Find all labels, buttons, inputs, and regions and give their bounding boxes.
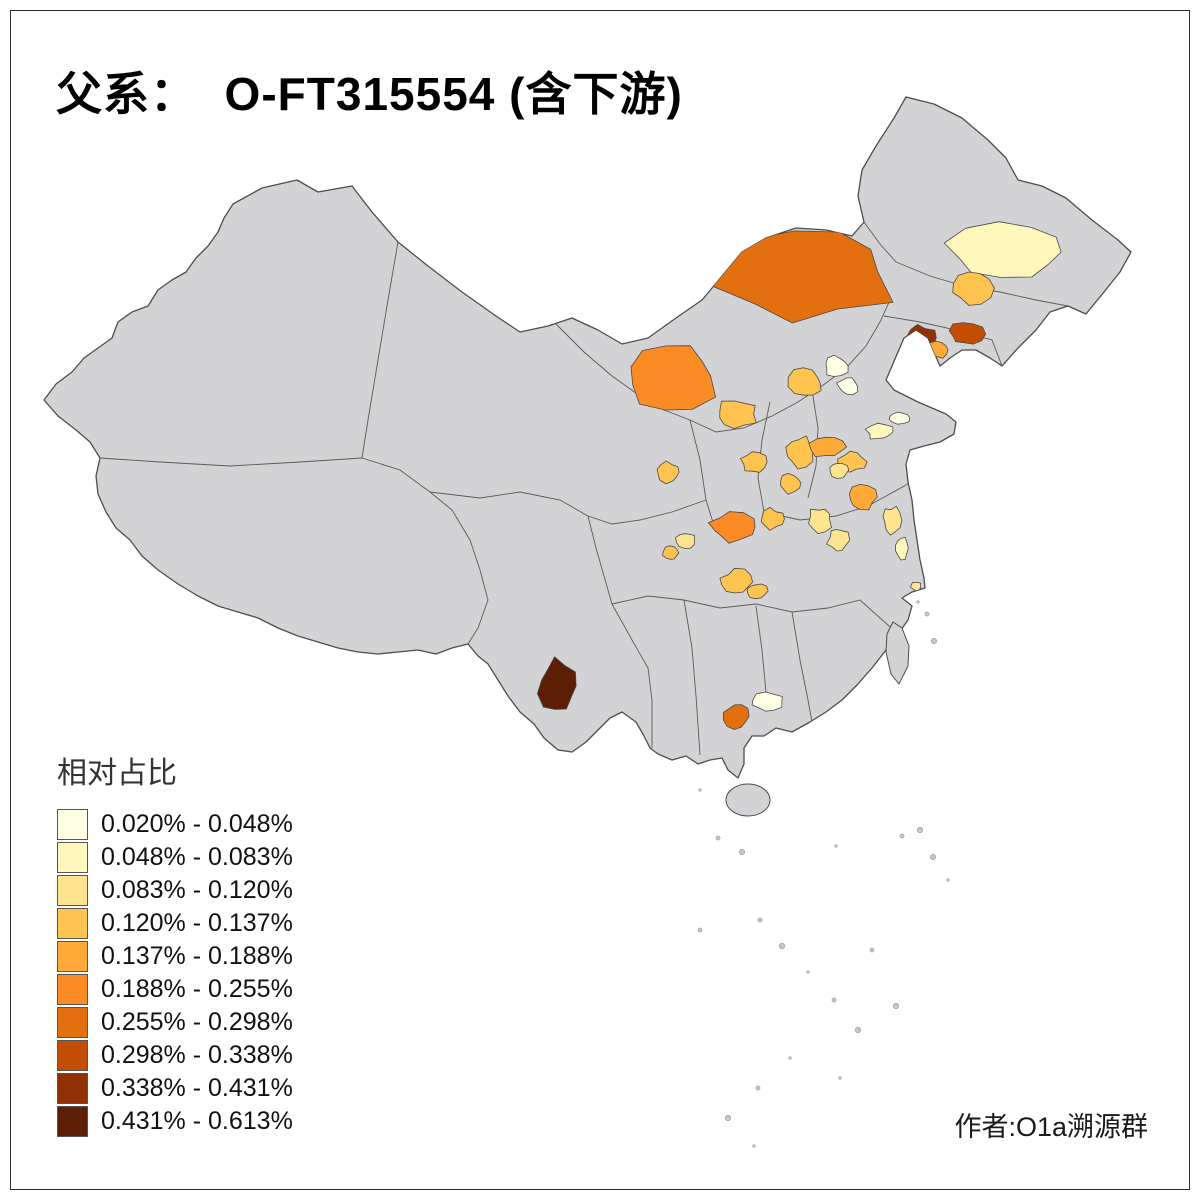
island-speck	[946, 878, 950, 882]
map-title: 父系： O-FT315554 (含下游)	[56, 68, 683, 120]
map-region	[746, 583, 769, 600]
legend-color-swatch	[57, 842, 88, 873]
map-region	[889, 411, 911, 425]
island-speck	[869, 947, 875, 953]
island-speck	[854, 1026, 862, 1034]
legend-range-label: 0.298% - 0.338%	[101, 1041, 293, 1069]
legend-title: 相对占比	[57, 757, 177, 790]
legend-color-swatch	[57, 1106, 88, 1137]
legend-color-swatch	[57, 875, 88, 906]
map-region	[722, 704, 750, 730]
map-region	[836, 377, 859, 396]
map-region	[882, 505, 903, 536]
island-speck	[916, 600, 920, 604]
legend-row: 0.298% - 0.338%	[57, 1039, 293, 1072]
mainland	[43, 96, 1132, 779]
legend-color-swatch	[57, 1073, 88, 1104]
island-speck	[724, 1114, 732, 1122]
legend-rows: 0.020% - 0.048% 0.048% - 0.083% 0.083% - 0…	[57, 808, 293, 1138]
map-region	[719, 567, 753, 594]
island-speck	[838, 1076, 842, 1080]
island-speck	[788, 1056, 792, 1060]
legend-row: 0.120% - 0.137%	[57, 907, 293, 940]
legend-range-label: 0.048% - 0.083%	[101, 843, 293, 871]
legend: 相对占比 0.020% - 0.048% 0.048% - 0.083% 0.083…	[57, 748, 293, 1138]
map-region	[751, 691, 783, 712]
island-speck	[929, 853, 937, 861]
legend-color-swatch	[57, 908, 88, 939]
map-region	[662, 545, 680, 560]
map-region	[808, 436, 847, 457]
legend-range-label: 0.338% - 0.431%	[101, 1074, 293, 1102]
legend-row: 0.255% - 0.298%	[57, 1006, 293, 1039]
map-region	[825, 354, 849, 377]
map-region	[707, 511, 756, 544]
legend-range-label: 0.255% - 0.298%	[101, 1008, 293, 1036]
legend-color-swatch	[57, 809, 88, 840]
island-speck	[899, 833, 905, 839]
island-speck	[831, 997, 837, 1003]
map-region	[895, 536, 909, 561]
island-speck	[778, 942, 786, 950]
legend-range-label: 0.083% - 0.120%	[101, 876, 293, 904]
map-region	[656, 460, 680, 485]
legend-range-label: 0.020% - 0.048%	[101, 810, 293, 838]
island-speck	[757, 917, 763, 923]
map-region	[849, 484, 878, 511]
island-speck	[752, 1144, 756, 1148]
hainan-island	[725, 783, 771, 817]
map-region	[787, 367, 822, 396]
sea-islands	[697, 600, 950, 1148]
legend-row: 0.137% - 0.188%	[57, 940, 293, 973]
legend-range-label: 0.120% - 0.137%	[101, 909, 293, 937]
legend-row: 0.083% - 0.120%	[57, 874, 293, 907]
island-speck	[715, 835, 721, 841]
map-region	[740, 451, 768, 473]
map-region	[808, 508, 832, 534]
island-speck	[924, 611, 930, 617]
map-region	[630, 345, 716, 411]
legend-color-swatch	[57, 1040, 88, 1071]
map-region	[760, 507, 785, 531]
attribution: 作者:O1a溯源群	[954, 1112, 1148, 1142]
map-region	[948, 322, 986, 345]
legend-row: 0.431% - 0.613%	[57, 1105, 293, 1138]
island-speck	[916, 826, 924, 834]
map-region	[719, 400, 757, 429]
legend-row: 0.048% - 0.083%	[57, 841, 293, 874]
map-region	[943, 221, 1062, 278]
legend-color-swatch	[57, 974, 88, 1005]
island-speck	[697, 927, 703, 933]
legend-color-swatch	[57, 1007, 88, 1038]
map-region	[864, 422, 894, 440]
island-speck	[738, 848, 746, 856]
map-region	[826, 529, 851, 552]
map-region	[537, 656, 577, 710]
island-speck	[834, 844, 838, 848]
legend-row: 0.020% - 0.048%	[57, 808, 293, 841]
island-speck	[930, 637, 938, 645]
map-region	[780, 473, 802, 495]
legend-color-swatch	[57, 941, 88, 972]
island-speck	[806, 970, 810, 974]
legend-row: 0.188% - 0.255%	[57, 973, 293, 1006]
map-region	[952, 271, 995, 306]
taiwan-island	[885, 621, 910, 685]
legend-range-label: 0.137% - 0.188%	[101, 942, 293, 970]
legend-range-label: 0.431% - 0.613%	[101, 1107, 293, 1135]
map-region	[675, 533, 696, 549]
island-speck	[755, 1085, 761, 1091]
map-region	[785, 435, 814, 470]
map-region	[829, 462, 850, 479]
legend-row: 0.338% - 0.431%	[57, 1072, 293, 1105]
legend-range-label: 0.188% - 0.255%	[101, 975, 293, 1003]
island-speck	[698, 788, 702, 792]
island-speck	[892, 1002, 900, 1010]
